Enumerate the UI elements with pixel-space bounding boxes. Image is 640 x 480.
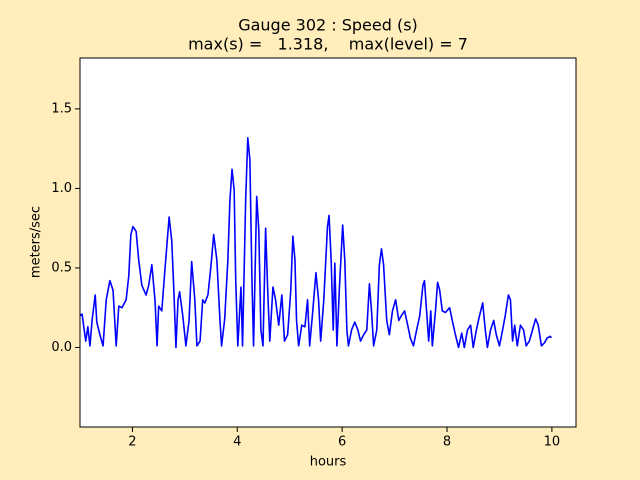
y-axis-label: meters/sec xyxy=(29,206,44,278)
y-tick-label: 0.5 xyxy=(51,260,72,275)
y-tick-label: 0.0 xyxy=(51,340,72,355)
plot-area xyxy=(80,58,576,427)
x-tick-label: 8 xyxy=(443,435,451,450)
y-tick-label: 1.0 xyxy=(51,181,72,196)
x-axis-label: hours xyxy=(310,455,347,470)
x-tick-label: 6 xyxy=(338,435,346,450)
axes-frame xyxy=(79,57,577,428)
chart-subtitle: max(s) = 1.318, max(level) = 7 xyxy=(188,35,468,54)
x-tick-label: 4 xyxy=(233,435,241,450)
x-tick-label: 2 xyxy=(128,435,136,450)
y-tick-label: 1.5 xyxy=(51,101,72,116)
x-tick-label: 10 xyxy=(544,435,561,450)
chart-title: Gauge 302 : Speed (s) xyxy=(238,16,418,35)
data-line xyxy=(79,137,553,349)
